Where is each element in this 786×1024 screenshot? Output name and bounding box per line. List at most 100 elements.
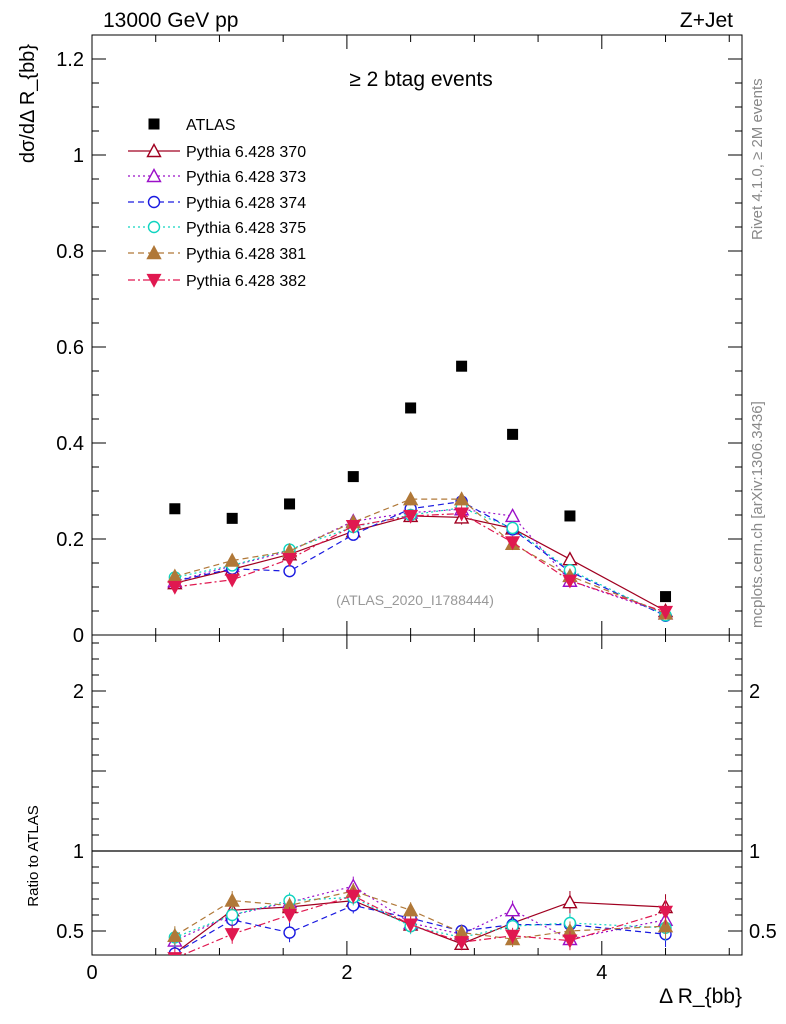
ratio-line-pythia-6-428-374 [174, 904, 666, 954]
ratio-line-pythia-6-428-382 [180, 895, 666, 955]
legend-label-atlas: ATLAS [186, 117, 236, 134]
ratio-series-pythia-6-428-381 [167, 883, 674, 947]
ratio-point [224, 892, 240, 907]
x-axis-label: Δ R_{bb} [659, 985, 742, 1008]
legend-label-pythia-381: Pythia 6.428 381 [186, 246, 306, 263]
series-pythia-6-428-382 [167, 506, 674, 620]
ratio-y-tick-label-right: 0.5 [749, 921, 777, 943]
legend-label-pythia-374: Pythia 6.428 374 [186, 195, 306, 212]
ratio-point [282, 908, 298, 923]
main-axis-ticks: 0 0.2 0.4 0.6 0.8 1 1.2 [56, 34, 742, 647]
ratio-line-pythia-6-428-375 [174, 896, 666, 939]
ratio-y-tick-label-right: 1 [749, 841, 760, 863]
ratio-point [225, 908, 239, 922]
ratio-panel-frame [91, 634, 743, 956]
ratio-point [167, 952, 183, 955]
legend-marker [146, 273, 162, 288]
ratio-series-pythia-6-428-375 [168, 889, 672, 947]
ratio-point [454, 936, 470, 950]
ratio-point [562, 934, 578, 949]
rivet-version-label: Rivet 4.1.0, ≥ 2M events [749, 78, 766, 240]
main-y-tick-label: 0.8 [56, 241, 84, 263]
main-y-tick-label: 0.6 [56, 337, 84, 359]
data-point [224, 573, 240, 588]
legend-symbol-pythia-6-428-370 [128, 143, 180, 158]
data-point [283, 564, 296, 578]
ratio-series-pythia-6-428-370 [169, 891, 674, 955]
ratio-y-tick-label: 0.5 [56, 921, 84, 943]
ratio-line-pythia-6-428-373 [174, 885, 666, 942]
main-y-tick-label: 0.2 [56, 529, 84, 551]
main-y-tick-label: 0 [73, 625, 84, 647]
main-y-axis-label: dσ/dΔ R_{bb} [17, 44, 39, 163]
ratio-point [345, 889, 361, 904]
ratio-point [403, 918, 419, 933]
legend-symbol-atlas [148, 118, 160, 130]
ratio-point [402, 902, 419, 917]
ratio-y-tick-label: 2 [73, 681, 84, 703]
ratio-point [657, 918, 674, 933]
data-point [224, 552, 240, 567]
ratio-y-axis-label: Ratio to ATLAS [25, 805, 42, 906]
data-point [402, 491, 419, 506]
ratio-point [167, 927, 183, 942]
data-point [403, 509, 419, 524]
ratio-point [283, 926, 296, 939]
data-point [504, 507, 521, 523]
ratio-line-pythia-6-428-370 [174, 899, 666, 954]
main-y-tick-label: 0.4 [56, 433, 84, 455]
legend-label-pythia-382: Pythia 6.428 382 [186, 273, 306, 290]
header-process-label: Z+Jet [680, 9, 733, 32]
legend: ATLAS Pythia 6.428 370 Pythia 6.428 373 … [128, 117, 306, 290]
analysis-watermark: (ATLAS_2020_I1788444) [336, 592, 494, 608]
main-y-tick-label: 1 [73, 145, 84, 167]
x-tick-label: 2 [341, 962, 352, 984]
legend-symbol-pythia-6-428-374 [128, 195, 180, 209]
ratio-point [658, 905, 674, 920]
data-point [347, 471, 359, 483]
ratio-axis-ticks: 0.5 0.5 1 1 2 2 0 2 4 [56, 635, 777, 984]
main-series-layer [167, 360, 674, 622]
ratio-y-tick-label-right: 2 [749, 681, 760, 703]
data-point [405, 402, 417, 414]
series-line-pythia-6-428-382 [174, 512, 666, 613]
legend-symbol-pythia-6-428-382 [128, 273, 180, 288]
data-point [454, 507, 470, 522]
mcplots-label: mcplots.cern.ch [arXiv:1306.3436] [749, 401, 766, 628]
series-atlas [169, 360, 672, 603]
header-energy-label: 13000 GeV pp [103, 9, 238, 32]
legend-label-pythia-375: Pythia 6.428 375 [186, 220, 306, 237]
main-y-tick-label: 1.2 [56, 49, 84, 71]
legend-marker [146, 245, 162, 260]
data-point [284, 498, 296, 510]
data-point [453, 491, 470, 506]
data-point [282, 553, 298, 567]
data-point [226, 512, 238, 524]
legend-marker [148, 118, 160, 130]
legend-marker [147, 195, 161, 209]
data-point [506, 521, 519, 535]
data-point [507, 428, 519, 440]
legend-marker [147, 220, 161, 234]
data-point [562, 574, 578, 589]
x-tick-label: 0 [86, 962, 97, 984]
data-point [658, 605, 674, 620]
ratio-series-layer [167, 876, 674, 955]
data-point [169, 503, 181, 515]
ratio-point [224, 928, 240, 942]
data-point [562, 551, 578, 566]
legend-label-pythia-373: Pythia 6.428 373 [186, 169, 306, 186]
data-point [505, 536, 521, 551]
ratio-series-pythia-6-428-373 [167, 876, 674, 951]
data-point [345, 519, 361, 534]
x-tick-label: 4 [596, 962, 607, 984]
legend-symbol-pythia-6-428-375 [128, 220, 180, 234]
ratio-point [505, 929, 521, 944]
ratio-line-pythia-6-428-381 [174, 890, 666, 940]
data-point [564, 510, 576, 522]
ratio-series-pythia-6-428-382 [167, 887, 674, 955]
data-point [167, 580, 183, 595]
legend-label-pythia-370: Pythia 6.428 370 [186, 144, 306, 161]
legend-symbol-pythia-6-428-373 [128, 168, 180, 183]
